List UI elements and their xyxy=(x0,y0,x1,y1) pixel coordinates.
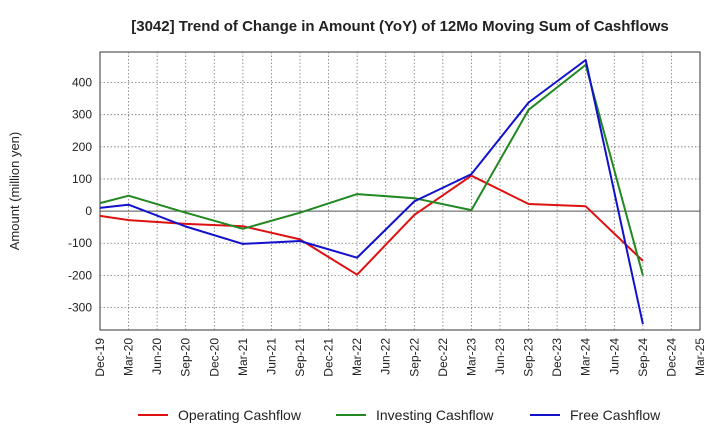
x-tick-label: Sep-24 xyxy=(636,338,650,377)
y-tick-label: -100 xyxy=(68,236,92,250)
legend-item: Investing Cashflow xyxy=(336,407,494,423)
x-tick-label: Dec-21 xyxy=(322,338,336,377)
x-tick-label: Jun-21 xyxy=(264,338,278,375)
chart-title: [3042] Trend of Change in Amount (YoY) o… xyxy=(131,18,669,35)
y-tick-label: -300 xyxy=(68,301,92,315)
series-line-free-cashflow xyxy=(99,59,644,325)
x-tick-label: Sep-22 xyxy=(407,338,421,377)
x-tick-label: Mar-25 xyxy=(693,338,707,376)
x-tick-label: Dec-20 xyxy=(207,338,221,377)
x-tick-label: Jun-23 xyxy=(493,338,507,375)
x-tick-label: Jun-24 xyxy=(607,338,621,375)
x-tick-label: Mar-20 xyxy=(122,338,136,376)
y-tick-label: 0 xyxy=(85,204,92,218)
y-axis-label: Amount (million yen) xyxy=(7,132,22,251)
x-tick-label: Jun-22 xyxy=(379,338,393,375)
y-tick-label: 200 xyxy=(72,140,92,154)
x-tick-label: Mar-23 xyxy=(464,338,478,376)
x-tick-label: Dec-22 xyxy=(436,338,450,377)
legend-label: Investing Cashflow xyxy=(376,407,494,423)
legend-item: Free Cashflow xyxy=(530,407,661,423)
x-tick-label: Mar-22 xyxy=(350,338,364,376)
y-tick-label: 400 xyxy=(72,76,92,90)
legend: Operating Cashflow Investing Cashflow Free… xyxy=(138,407,661,423)
legend-label: Operating Cashflow xyxy=(178,407,302,423)
plot-frame xyxy=(99,51,701,331)
x-tick-label: Sep-21 xyxy=(293,338,307,377)
y-tick-label: -200 xyxy=(68,268,92,282)
legend-item: Operating Cashflow xyxy=(138,407,302,423)
x-tick-label: Sep-23 xyxy=(522,338,536,377)
x-tick-label: Sep-20 xyxy=(179,338,193,377)
x-tick-label: Dec-24 xyxy=(664,338,678,377)
y-tick-label: 100 xyxy=(72,172,92,186)
x-tick-label: Jun-20 xyxy=(150,338,164,375)
plot-area: Dec-19 Mar-20 Jun-20 Sep-20 Dec-20 Mar-21 Jun-… xyxy=(68,51,707,377)
x-tick-label: Dec-23 xyxy=(550,338,564,377)
series-line-operating-cashflow xyxy=(99,174,644,276)
series-line-investing-cashflow xyxy=(99,63,644,276)
x-tick-label: Mar-24 xyxy=(579,338,593,376)
y-tick-label: 300 xyxy=(72,108,92,122)
x-tick-label: Mar-21 xyxy=(236,338,250,376)
legend-label: Free Cashflow xyxy=(570,407,661,423)
x-tick-label: Dec-19 xyxy=(93,338,107,377)
